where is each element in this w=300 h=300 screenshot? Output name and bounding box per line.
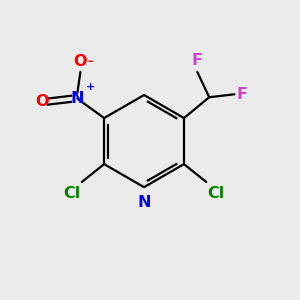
Text: F: F xyxy=(237,87,248,102)
Text: N: N xyxy=(137,195,151,210)
Text: N: N xyxy=(71,91,84,106)
Text: -: - xyxy=(88,55,93,68)
Text: O: O xyxy=(35,94,49,109)
Text: O: O xyxy=(74,54,87,69)
Text: Cl: Cl xyxy=(208,186,225,201)
Text: Cl: Cl xyxy=(63,186,80,201)
Text: +: + xyxy=(86,82,95,92)
Text: F: F xyxy=(192,53,203,68)
